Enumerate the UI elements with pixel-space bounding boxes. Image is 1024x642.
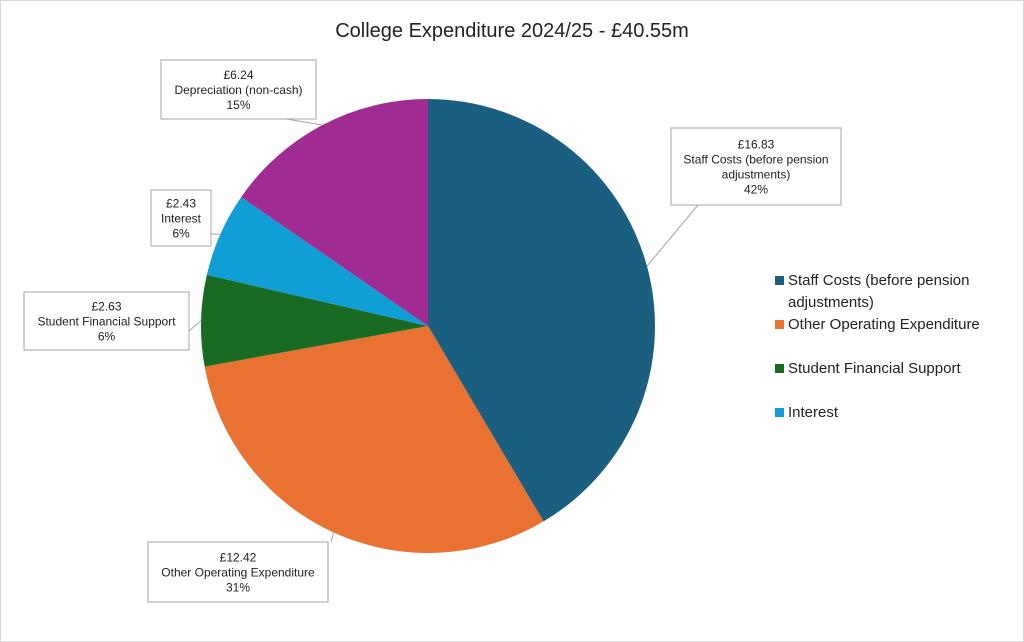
- legend-swatch-staff-costs-before-pension-adjustments: [775, 276, 784, 285]
- callout-box-interest: [150, 189, 212, 247]
- callout-leader-other-operating-expenditure: [330, 532, 335, 543]
- legend-swatch-student-financial-support: [775, 364, 784, 373]
- callout-value-staff-costs-before-pension-adjustments: £16.83: [738, 138, 775, 152]
- legend-label-staff-costs-before-pension-adjustments-1: Staff Costs (before pension: [788, 272, 970, 289]
- callout-box-depreciation-non-cash: [160, 59, 317, 120]
- callout-leader-student-financial-support: [188, 320, 202, 332]
- callout-value-interest: £2.43: [166, 197, 196, 211]
- legend-swatch-interest: [775, 408, 784, 417]
- callout-leader-depreciation-non-cash: [285, 118, 323, 126]
- callout-percent-student-financial-support: 6%: [98, 330, 116, 344]
- callout-label-student-financial-support: Student Financial Support: [37, 315, 176, 329]
- legend-label-student-financial-support: Student Financial Support: [788, 360, 961, 377]
- pie-slice-other-operating-expenditure: [204, 326, 544, 554]
- callout-percent-depreciation-non-cash: 15%: [226, 98, 250, 112]
- chart-title: College Expenditure 2024/25 - £40.55m: [335, 20, 689, 42]
- callout-value-student-financial-support: £2.63: [91, 300, 121, 314]
- legend-label-other-operating-expenditure: Other Operating Expenditure: [788, 316, 980, 333]
- callout-box-staff-costs-before-pension-adjustments: [670, 127, 842, 206]
- callout-label-interest: Interest: [161, 212, 202, 226]
- legend-label-staff-costs-before-pension-adjustments-2: adjustments): [788, 294, 874, 311]
- callout-percent-staff-costs-before-pension-adjustments: 42%: [744, 183, 768, 197]
- pie-slice-depreciation-non-cash: [241, 99, 428, 326]
- callout-leader-staff-costs-before-pension-adjustments: [646, 204, 699, 267]
- callout-value-depreciation-non-cash: £6.24: [223, 68, 253, 82]
- pie-slice-interest: [206, 197, 428, 326]
- callout-box-student-financial-support: [23, 291, 190, 351]
- legend-label-interest: Interest: [788, 404, 839, 421]
- callout-label-staff-costs-before-pension-adjustments-1: Staff Costs (before pension: [683, 153, 828, 167]
- legend-swatch-other-operating-expenditure: [775, 320, 784, 329]
- callout-box-other-operating-expenditure: [147, 541, 329, 603]
- callout-percent-interest: 6%: [172, 227, 190, 241]
- callout-percent-other-operating-expenditure: 31%: [226, 581, 250, 595]
- callout-value-other-operating-expenditure: £12.42: [220, 551, 257, 565]
- callout-label-depreciation-non-cash: Depreciation (non-cash): [174, 83, 302, 97]
- pie-slice-student-financial-support: [200, 274, 428, 367]
- pie-slice-staff-costs-before-pension-adjustments: [428, 99, 656, 522]
- callout-label-staff-costs-before-pension-adjustments-2: adjustments): [722, 168, 791, 182]
- callout-label-other-operating-expenditure: Other Operating Expenditure: [161, 566, 315, 580]
